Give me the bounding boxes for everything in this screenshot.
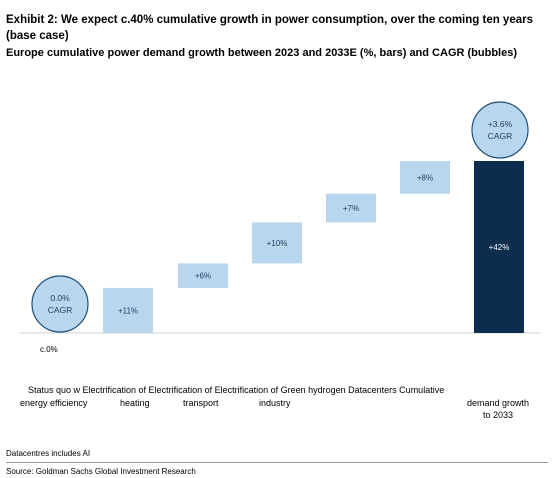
divider [6,462,548,463]
base-label: c.0% [40,345,58,354]
cagr-bubble-2-line-1: +3.6% [488,119,513,129]
bar-2 [103,287,153,333]
cagr-bubble-1-line-1: 0.0% [50,293,70,303]
footnote: Datacentres includes AI [6,449,91,458]
bar-label-4: +10% [267,239,288,248]
bar-label-6: +8% [417,173,433,182]
cagr-bubble-2-line-2: CAGR [488,131,513,141]
bar-label-3: +6% [195,272,211,281]
bar-3 [178,263,228,288]
chart-title: Exhibit 2: We expect c.40% cumulative gr… [6,14,533,42]
bar-label-2: +11% [118,306,138,315]
bar-6 [400,161,450,194]
bar-5 [326,193,376,223]
chart-subtitle: Europe cumulative power demand growth be… [6,47,517,59]
cagr-bubble-2 [471,101,529,159]
bar-4 [252,222,302,264]
cagr-bubble-1 [31,275,89,333]
bar-7 [474,161,524,333]
bar-label-5: +7% [343,204,359,213]
source-note: Source: Goldman Sachs Global Investment … [6,467,196,476]
cagr-bubble-1-line-2: CAGR [48,305,73,315]
bar-label-7: +42% [489,243,510,252]
